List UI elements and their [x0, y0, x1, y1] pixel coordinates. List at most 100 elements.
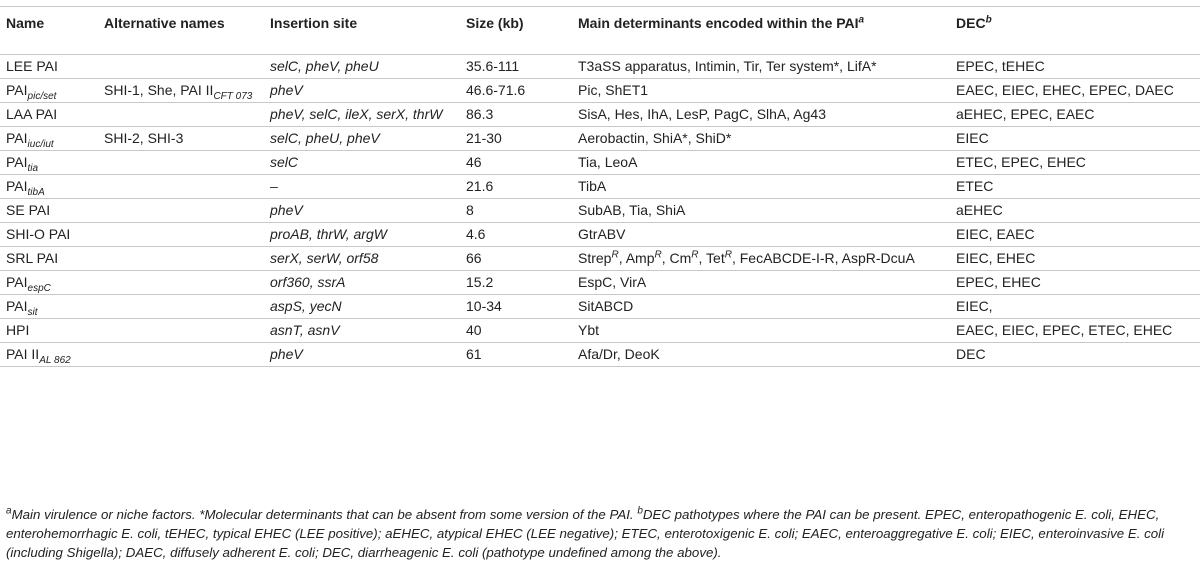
cell-dec: EPEC, tEHEC [956, 58, 1045, 74]
cell-determinants: SitABCD [572, 295, 950, 319]
cell-name: PAItibA [0, 175, 98, 199]
table-footnote: aMain virulence or niche factors. *Molec… [6, 505, 1192, 562]
header-dec-label: DEC [956, 15, 986, 31]
footnote-b-text: DEC pathotypes where the PAI can be pres… [6, 507, 1165, 560]
cell-insertion-site: selC [270, 154, 299, 170]
cell-name: PAIpic/set [0, 79, 98, 103]
cell-dec: EAEC, EIEC, EPEC, ETEC, EHEC [956, 322, 1173, 338]
header-row: Name Alternative names Insertion site Si… [0, 6, 1200, 55]
table-row: PAIsit aspS, yecN 10-34 SitABCD EIEC, [0, 295, 1200, 319]
cell-insertion-site: – [270, 178, 278, 194]
cell-name: PAI IIAL 862 [0, 343, 98, 367]
cell-dec: ETEC [956, 178, 994, 194]
cell-alternative-names [98, 199, 264, 223]
cell-insertion-site: pheV [270, 82, 303, 98]
resistance-superscript: R [724, 249, 732, 261]
cell-name-subscript: iuc/iut [27, 138, 54, 150]
cell-size: 21.6 [466, 178, 494, 194]
table-row: PAItibA – 21.6 TibA ETEC [0, 175, 1200, 199]
cell-name-subscript: AL 862 [39, 354, 71, 366]
cell-alternative-names [98, 295, 264, 319]
header-alternative-names: Alternative names [98, 6, 264, 55]
cell-insertion-site: selC, pheV, pheU [270, 58, 379, 74]
cell-alternative-names [98, 55, 264, 79]
cell-name-text: PAI [6, 130, 28, 146]
determinant-text: SisA, Hes, IhA, LesP, PagC, SlhA, Ag43 [578, 106, 826, 122]
table-row: PAIespC orf360, ssrA 15.2 EspC, VirA EPEC, E… [0, 271, 1200, 295]
table-row: PAIpic/set SHI-1, She, PAI IICFT 073 pheV 4… [0, 79, 1200, 103]
cell-name-subscript: pic/set [27, 90, 57, 102]
determinant-text: , Amp [618, 250, 655, 266]
footnote-a-text: Main virulence or niche factors. *Molecu… [11, 507, 638, 522]
cell-determinants: GtrABV [572, 223, 950, 247]
cell-name: SE PAI [0, 199, 98, 223]
header-determinants-label: Main determinants encoded within the PAI [578, 15, 859, 31]
cell-name-text: PAI [6, 178, 28, 194]
cell-name: PAIespC [0, 271, 98, 295]
determinant-text: T3aSS apparatus, Intimin, Tir, Ter syste… [578, 58, 877, 74]
cell-name-subscript: espC [27, 282, 51, 294]
cell-dec: EIEC, [956, 298, 993, 314]
table-row: SRL PAI serX, serW, orf58 66 StrepR, AmpR, … [0, 247, 1200, 271]
cell-determinants: Aerobactin, ShiA*, ShiD* [572, 127, 950, 151]
cell-dec: EIEC, EAEC [956, 226, 1035, 242]
cell-name-subscript: tibA [27, 186, 45, 198]
cell-dec: EIEC [956, 130, 989, 146]
determinant-text: EspC, VirA [578, 274, 647, 290]
cell-determinants: TibA [572, 175, 950, 199]
cell-size: 8 [466, 202, 474, 218]
cell-name-text: PAI II [6, 346, 40, 362]
cell-determinants: Afa/Dr, DeoK [572, 343, 950, 367]
determinant-text: TibA [578, 178, 607, 194]
cell-insertion-site: proAB, thrW, argW [270, 226, 387, 242]
cell-size: 21-30 [466, 130, 502, 146]
cell-name-text: SRL PAI [6, 250, 59, 266]
resistance-superscript: R [691, 249, 699, 261]
cell-size: 15.2 [466, 274, 494, 290]
cell-name-text: LEE PAI [6, 58, 58, 74]
cell-name-text: LAA PAI [6, 106, 58, 122]
cell-alt-text: SHI-1, She, PAI II [104, 82, 214, 98]
footnote-b-mark: b [637, 505, 643, 517]
cell-name-text: SE PAI [6, 202, 51, 218]
cell-size: 35.6-111 [466, 58, 520, 74]
determinant-text: Ybt [578, 322, 600, 338]
table-row: SE PAI pheV 8 SubAB, Tia, ShiA aEHEC [0, 199, 1200, 223]
cell-determinants: Pic, ShET1 [572, 79, 950, 103]
determinant-text: , FecABCDE-I-R, AspR-DcuA [731, 250, 915, 266]
determinant-text: SitABCD [578, 298, 634, 314]
cell-insertion-site: serX, serW, orf58 [270, 250, 379, 266]
footnote-mark-a: a [858, 14, 865, 26]
cell-determinants: T3aSS apparatus, Intimin, Tir, Ter syste… [572, 55, 950, 79]
determinant-text: Afa/Dr, DeoK [578, 346, 660, 362]
cell-name: PAItia [0, 151, 98, 175]
determinant-text: , Cm [661, 250, 692, 266]
table-header: Name Alternative names Insertion site Si… [0, 6, 1200, 55]
table-row: LEE PAI selC, pheV, pheU 35.6-111 T3aSS app… [0, 55, 1200, 79]
cell-dec: DEC [956, 346, 986, 362]
cell-dec: EIEC, EHEC [956, 250, 1036, 266]
cell-determinants: SisA, Hes, IhA, LesP, PagC, SlhA, Ag43 [572, 103, 950, 127]
table-row: LAA PAI pheV, selC, ileX, serX, thrW 86.3 S… [0, 103, 1200, 127]
cell-size: 40 [466, 322, 482, 338]
cell-dec: aEHEC, EPEC, EAEC [956, 106, 1095, 122]
cell-insertion-site: pheV [270, 202, 303, 218]
cell-insertion-site: pheV [270, 346, 303, 362]
table-row: PAI IIAL 862 pheV 61 Afa/Dr, DeoK DEC [0, 343, 1200, 367]
cell-determinants: EspC, VirA [572, 271, 950, 295]
determinant-text: Aerobactin, ShiA*, ShiD* [578, 130, 732, 146]
cell-alternative-names [98, 223, 264, 247]
cell-determinants: Tia, LeoA [572, 151, 950, 175]
footnote-a-mark: a [6, 505, 12, 517]
cell-alternative-names [98, 103, 264, 127]
cell-size: 4.6 [466, 226, 486, 242]
cell-name: HPI [0, 319, 98, 343]
cell-insertion-site: orf360, ssrA [270, 274, 346, 290]
header-dec: DECb [950, 6, 1200, 55]
cell-insertion-site: asnT, asnV [270, 322, 340, 338]
cell-determinants: Ybt [572, 319, 950, 343]
cell-alternative-names [98, 247, 264, 271]
cell-insertion-site: aspS, yecN [270, 298, 342, 314]
cell-size: 86.3 [466, 106, 494, 122]
cell-determinants: StrepR, AmpR, CmR, TetR, FecABCDE-I-R, A… [572, 247, 950, 271]
